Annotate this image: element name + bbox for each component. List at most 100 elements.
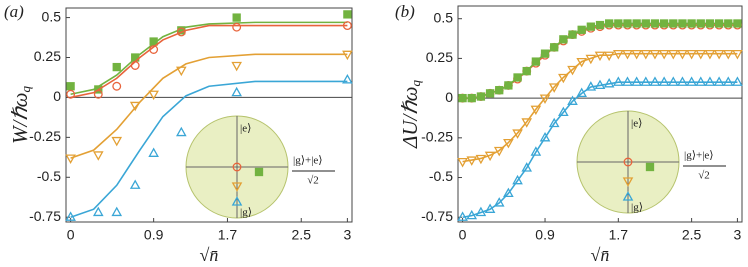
marker xyxy=(93,89,103,99)
marker xyxy=(484,203,496,213)
marker xyxy=(705,19,715,28)
curve xyxy=(70,80,348,218)
marker xyxy=(732,76,743,86)
marker xyxy=(623,157,633,167)
marker xyxy=(466,209,478,220)
marker xyxy=(148,147,159,157)
y-tick-label: -0.5 xyxy=(37,168,61,184)
marker xyxy=(622,191,634,201)
marker xyxy=(567,95,578,105)
marker xyxy=(231,61,242,72)
marker xyxy=(342,21,352,31)
inset-label: |g⟩ xyxy=(631,202,643,214)
marker xyxy=(713,76,725,86)
marker xyxy=(622,76,633,86)
y-tick-label: 0.25 xyxy=(426,49,453,65)
marker xyxy=(667,76,679,86)
y-tick-label: 0.5 xyxy=(434,9,454,25)
marker xyxy=(503,138,514,149)
inset-label: |e⟩ xyxy=(240,123,251,135)
marker xyxy=(475,154,487,165)
marker xyxy=(594,79,606,90)
y-tick-label: -0.75 xyxy=(421,208,453,224)
marker xyxy=(231,86,242,97)
marker xyxy=(695,49,707,60)
marker xyxy=(645,162,655,172)
marker xyxy=(658,49,670,60)
marker xyxy=(732,49,743,60)
marker xyxy=(512,174,523,185)
marker xyxy=(722,76,734,86)
y-axis-label-main: ΔU/ℏω xyxy=(398,87,422,149)
marker xyxy=(530,146,542,156)
marker xyxy=(576,87,587,98)
marker xyxy=(65,211,76,221)
marker xyxy=(585,81,597,91)
inset-label: √2 xyxy=(307,175,319,187)
marker xyxy=(92,151,104,161)
y-axis-label: ΔU/ℏωq xyxy=(398,80,423,149)
marker xyxy=(704,49,716,60)
marker xyxy=(484,151,496,162)
marker xyxy=(485,89,495,98)
marker xyxy=(640,76,652,86)
x-tick-label: 0 xyxy=(459,227,467,243)
marker xyxy=(467,93,476,103)
marker xyxy=(513,73,522,82)
marker xyxy=(149,45,159,54)
marker xyxy=(594,51,606,62)
marker xyxy=(65,154,76,164)
inset-label: √2 xyxy=(698,170,710,182)
marker xyxy=(659,19,669,28)
marker xyxy=(713,49,725,60)
marker xyxy=(722,49,734,60)
marker xyxy=(129,101,141,112)
marker xyxy=(512,129,523,139)
marker xyxy=(614,19,623,28)
inset-label: |g⟩ xyxy=(240,207,252,219)
marker xyxy=(559,35,568,44)
panel-label: (a) xyxy=(4,2,24,21)
marker xyxy=(631,49,642,60)
marker xyxy=(342,74,353,84)
marker xyxy=(548,117,560,128)
marker xyxy=(658,76,670,86)
marker xyxy=(457,157,468,168)
marker xyxy=(503,187,514,198)
marker xyxy=(232,162,242,172)
x-tick-label: 0.9 xyxy=(535,227,555,243)
marker xyxy=(112,62,121,72)
marker xyxy=(540,49,550,58)
marker xyxy=(568,30,577,39)
inset-label: |g⟩+|e⟩ xyxy=(293,155,323,167)
marker xyxy=(724,19,733,28)
x-tick-label: 3 xyxy=(343,227,351,243)
marker xyxy=(603,51,615,62)
y-axis-label-sub: q xyxy=(18,86,33,93)
y-tick-label: 0.25 xyxy=(34,48,61,64)
marker xyxy=(530,105,542,116)
marker xyxy=(66,89,76,99)
y-tick-label: 0.5 xyxy=(42,8,62,24)
marker xyxy=(605,19,614,28)
marker xyxy=(714,19,724,28)
marker xyxy=(704,76,716,86)
curve xyxy=(70,24,348,99)
marker xyxy=(476,92,486,101)
marker xyxy=(176,66,187,77)
marker xyxy=(521,162,533,172)
x-tick-label: 0.9 xyxy=(144,227,164,243)
x-tick-label: 0 xyxy=(67,227,75,243)
x-tick-label: 2.5 xyxy=(292,227,312,243)
y-axis-label: W/ℏωq xyxy=(8,86,33,144)
marker xyxy=(548,83,560,93)
marker xyxy=(495,86,504,95)
inset-label: |e⟩ xyxy=(631,118,642,130)
marker xyxy=(640,49,652,60)
marker xyxy=(343,10,352,19)
curve xyxy=(70,53,348,159)
marker xyxy=(493,146,505,157)
marker xyxy=(677,49,688,60)
